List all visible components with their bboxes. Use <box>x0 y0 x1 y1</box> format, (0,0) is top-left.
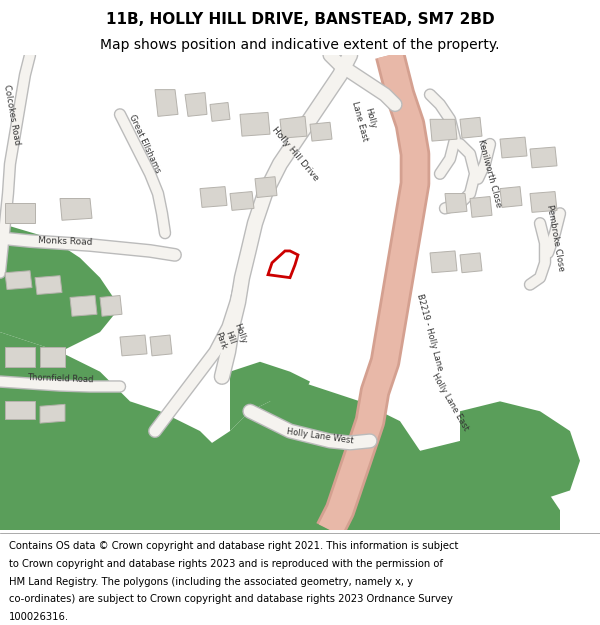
Text: 11B, HOLLY HILL DRIVE, BANSTEAD, SM7 2BD: 11B, HOLLY HILL DRIVE, BANSTEAD, SM7 2BD <box>106 12 494 27</box>
Polygon shape <box>70 296 97 316</box>
Text: Kenilworth Close: Kenilworth Close <box>476 139 503 209</box>
Text: Holly Lane West: Holly Lane West <box>286 427 354 445</box>
Text: co-ordinates) are subject to Crown copyright and database rights 2023 Ordnance S: co-ordinates) are subject to Crown copyr… <box>9 594 453 604</box>
Polygon shape <box>0 223 120 352</box>
Text: Monks Road: Monks Road <box>38 236 92 246</box>
Polygon shape <box>120 335 147 356</box>
Polygon shape <box>310 122 332 141</box>
Polygon shape <box>230 191 254 211</box>
Polygon shape <box>280 116 307 138</box>
Text: Great Ellshams: Great Ellshams <box>128 113 163 175</box>
Polygon shape <box>5 401 35 419</box>
Polygon shape <box>420 441 560 530</box>
Text: Holly
Lane East: Holly Lane East <box>350 97 380 142</box>
Polygon shape <box>430 251 457 272</box>
Polygon shape <box>460 401 580 500</box>
Polygon shape <box>530 147 557 168</box>
Polygon shape <box>430 119 457 141</box>
Polygon shape <box>445 194 467 213</box>
Polygon shape <box>300 421 430 530</box>
Text: B2219 - Holly Lane: B2219 - Holly Lane <box>415 292 445 372</box>
Text: to Crown copyright and database rights 2023 and is reproduced with the permissio: to Crown copyright and database rights 2… <box>9 559 443 569</box>
Polygon shape <box>500 137 527 158</box>
Polygon shape <box>150 335 172 356</box>
Polygon shape <box>160 381 430 530</box>
Polygon shape <box>210 102 230 121</box>
Polygon shape <box>500 187 522 208</box>
Polygon shape <box>255 177 277 198</box>
Polygon shape <box>60 199 92 220</box>
Polygon shape <box>155 89 178 116</box>
Polygon shape <box>530 191 557 213</box>
Text: Holly
Hill
Park: Holly Hill Park <box>212 322 248 352</box>
Text: Pembroke Close: Pembroke Close <box>545 204 565 272</box>
Text: Contains OS data © Crown copyright and database right 2021. This information is : Contains OS data © Crown copyright and d… <box>9 541 458 551</box>
Polygon shape <box>40 404 65 423</box>
Polygon shape <box>5 204 35 223</box>
Polygon shape <box>200 187 227 208</box>
Polygon shape <box>470 196 492 218</box>
Text: Thornfield Road: Thornfield Road <box>26 373 94 384</box>
Polygon shape <box>5 347 35 367</box>
Polygon shape <box>100 296 122 316</box>
Polygon shape <box>100 431 210 530</box>
Text: Map shows position and indicative extent of the property.: Map shows position and indicative extent… <box>100 39 500 52</box>
Text: Colcokes Road: Colcokes Road <box>2 84 22 145</box>
Polygon shape <box>240 112 270 136</box>
Text: 100026316.: 100026316. <box>9 612 69 622</box>
Polygon shape <box>0 332 220 530</box>
Text: HM Land Registry. The polygons (including the associated geometry, namely x, y: HM Land Registry. The polygons (includin… <box>9 576 413 586</box>
Polygon shape <box>460 118 482 138</box>
Polygon shape <box>35 276 62 294</box>
Polygon shape <box>460 253 482 272</box>
Text: Holly Hill Drive: Holly Hill Drive <box>270 125 320 182</box>
Polygon shape <box>5 271 32 289</box>
Polygon shape <box>40 347 65 367</box>
Polygon shape <box>185 92 207 116</box>
Text: Holly Lane East: Holly Lane East <box>430 371 470 432</box>
Polygon shape <box>230 362 310 431</box>
